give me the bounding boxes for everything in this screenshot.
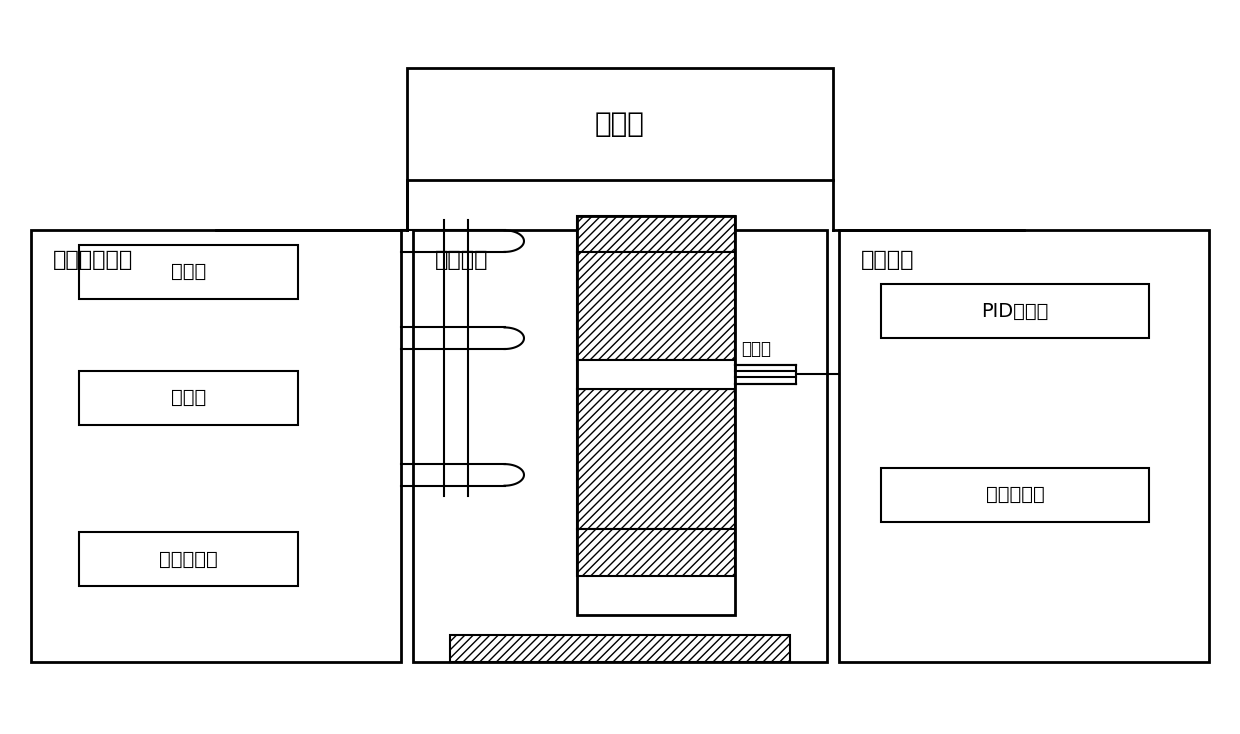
Text: 继电器阵列: 继电器阵列 xyxy=(159,550,218,569)
Text: 测试腔室: 测试腔室 xyxy=(435,250,489,270)
Bar xyxy=(882,468,1148,522)
Text: 电压表: 电压表 xyxy=(171,262,206,281)
Bar xyxy=(79,532,298,586)
Text: 温度调整器: 温度调整器 xyxy=(986,485,1044,504)
Bar xyxy=(450,635,790,662)
Text: 上位机: 上位机 xyxy=(595,110,645,138)
Bar xyxy=(882,284,1148,338)
Bar xyxy=(413,230,827,662)
Text: 加热棒: 加热棒 xyxy=(742,340,771,357)
Bar xyxy=(79,244,298,299)
Bar xyxy=(407,68,832,180)
Bar xyxy=(838,230,1209,662)
Text: 数据采集装置: 数据采集装置 xyxy=(52,250,133,270)
Text: 电流源: 电流源 xyxy=(171,388,206,407)
Bar xyxy=(79,371,298,424)
Bar xyxy=(578,216,735,615)
Bar xyxy=(578,388,735,528)
Text: PID控制器: PID控制器 xyxy=(981,302,1049,321)
Bar xyxy=(578,360,735,388)
Bar xyxy=(31,230,402,662)
Bar xyxy=(578,252,735,360)
Bar xyxy=(578,216,735,252)
Bar xyxy=(578,528,735,575)
Text: 温控装置: 温控装置 xyxy=(861,250,914,270)
